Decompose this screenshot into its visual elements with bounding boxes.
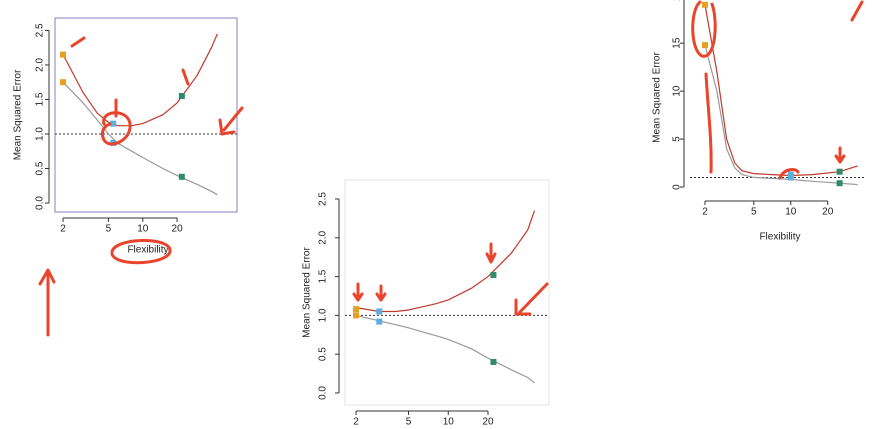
plot-frame — [344, 179, 550, 406]
y-tick-label: 0.5 — [318, 347, 329, 361]
x-tick-label: 5 — [406, 417, 412, 428]
plot-area — [345, 210, 549, 384]
point — [701, 1, 708, 8]
annotation-arrow — [485, 242, 497, 264]
annotation-stroke — [778, 168, 800, 180]
point — [376, 308, 383, 315]
y-tick-label: 2.5 — [318, 192, 329, 206]
annotation-arrow — [352, 282, 364, 302]
chart: 0.0 0.5 1.0 1.5 2.0 2.5 2 5 10 20 Mean Squared Err… — [13, 17, 238, 256]
plot-area — [55, 33, 237, 196]
annotation-ellipse — [110, 239, 172, 265]
point — [376, 318, 383, 325]
curve — [62, 33, 218, 127]
curve — [704, 44, 858, 186]
annotations — [38, 0, 864, 337]
y-tick-label: 1.5 — [318, 269, 329, 283]
point — [110, 120, 117, 127]
annotation-ellipse — [691, 0, 717, 58]
annotation-arrow — [218, 106, 244, 136]
y-tick-label: 2.0 — [35, 58, 46, 72]
x-axis-label: Flexibility — [127, 245, 168, 256]
point — [178, 173, 185, 180]
chart: 0.0 0.5 1.0 1.5 2.0 2.5 2 5 10 20 Mean Squared Err… — [302, 179, 550, 428]
point — [60, 79, 67, 86]
x-tick-label: 2 — [353, 417, 359, 428]
point — [353, 306, 360, 313]
y-axis-label: Mean Squared Error — [652, 52, 663, 143]
curve — [355, 210, 536, 313]
x-tick-label: 20 — [482, 417, 494, 428]
annotation-stroke — [850, 0, 864, 22]
y-tick-label: 0.5 — [35, 161, 46, 175]
point — [701, 42, 708, 49]
annotation-stroke — [70, 36, 86, 48]
y-tick-label: 2.5 — [35, 23, 46, 37]
x-tick-label: 20 — [822, 207, 834, 218]
point — [353, 312, 360, 319]
annotation-circle — [100, 98, 132, 146]
y-tick-label: 1.0 — [318, 308, 329, 322]
x-tick-label: 5 — [106, 224, 112, 235]
point — [490, 358, 497, 365]
curve — [62, 81, 218, 196]
annotation-stroke — [181, 68, 190, 86]
annotation-arrow — [38, 268, 56, 337]
x-tick-label: 10 — [137, 224, 149, 235]
point — [787, 174, 794, 181]
y-tick-label: 10 — [672, 85, 683, 97]
x-tick-label: 20 — [172, 224, 184, 235]
annotation-stroke — [704, 72, 713, 174]
y-axis-label: Mean Squared Error — [302, 247, 313, 338]
x-tick-label: 10 — [785, 207, 797, 218]
x-tick-label: 10 — [443, 417, 455, 428]
y-tick-label: 0.0 — [35, 196, 46, 210]
plot-area — [690, 1, 866, 187]
y-tick-label: 5 — [672, 136, 683, 142]
point — [836, 168, 843, 175]
y-tick-label: 2.0 — [318, 230, 329, 244]
y-tick-label: 0 — [672, 184, 683, 190]
y-tick-label: 20 — [672, 0, 683, 1]
y-tick-label: 15 — [672, 37, 683, 49]
annotation-arrow — [375, 284, 387, 302]
y-tick-label: 1.0 — [35, 127, 46, 141]
point — [490, 272, 497, 279]
y-tick-label: 1.5 — [35, 92, 46, 106]
annotation-arrow — [514, 282, 549, 316]
point — [60, 51, 67, 58]
y-axis-label: Mean Squared Error — [13, 69, 24, 160]
x-tick-label: 2 — [60, 224, 66, 235]
x-tick-label: 2 — [702, 207, 708, 218]
point — [178, 93, 185, 100]
plot-frame — [54, 17, 238, 213]
x-tick-label: 5 — [751, 207, 757, 218]
curve — [704, 4, 858, 177]
annotation-arrow — [834, 146, 846, 164]
point — [836, 180, 843, 187]
curve — [355, 314, 535, 384]
y-tick-label: 0.0 — [318, 386, 329, 400]
x-axis-label: Flexibility — [759, 232, 800, 243]
chart: 05101520251020Mean Squared ErrorFlexibil… — [652, 0, 866, 243]
